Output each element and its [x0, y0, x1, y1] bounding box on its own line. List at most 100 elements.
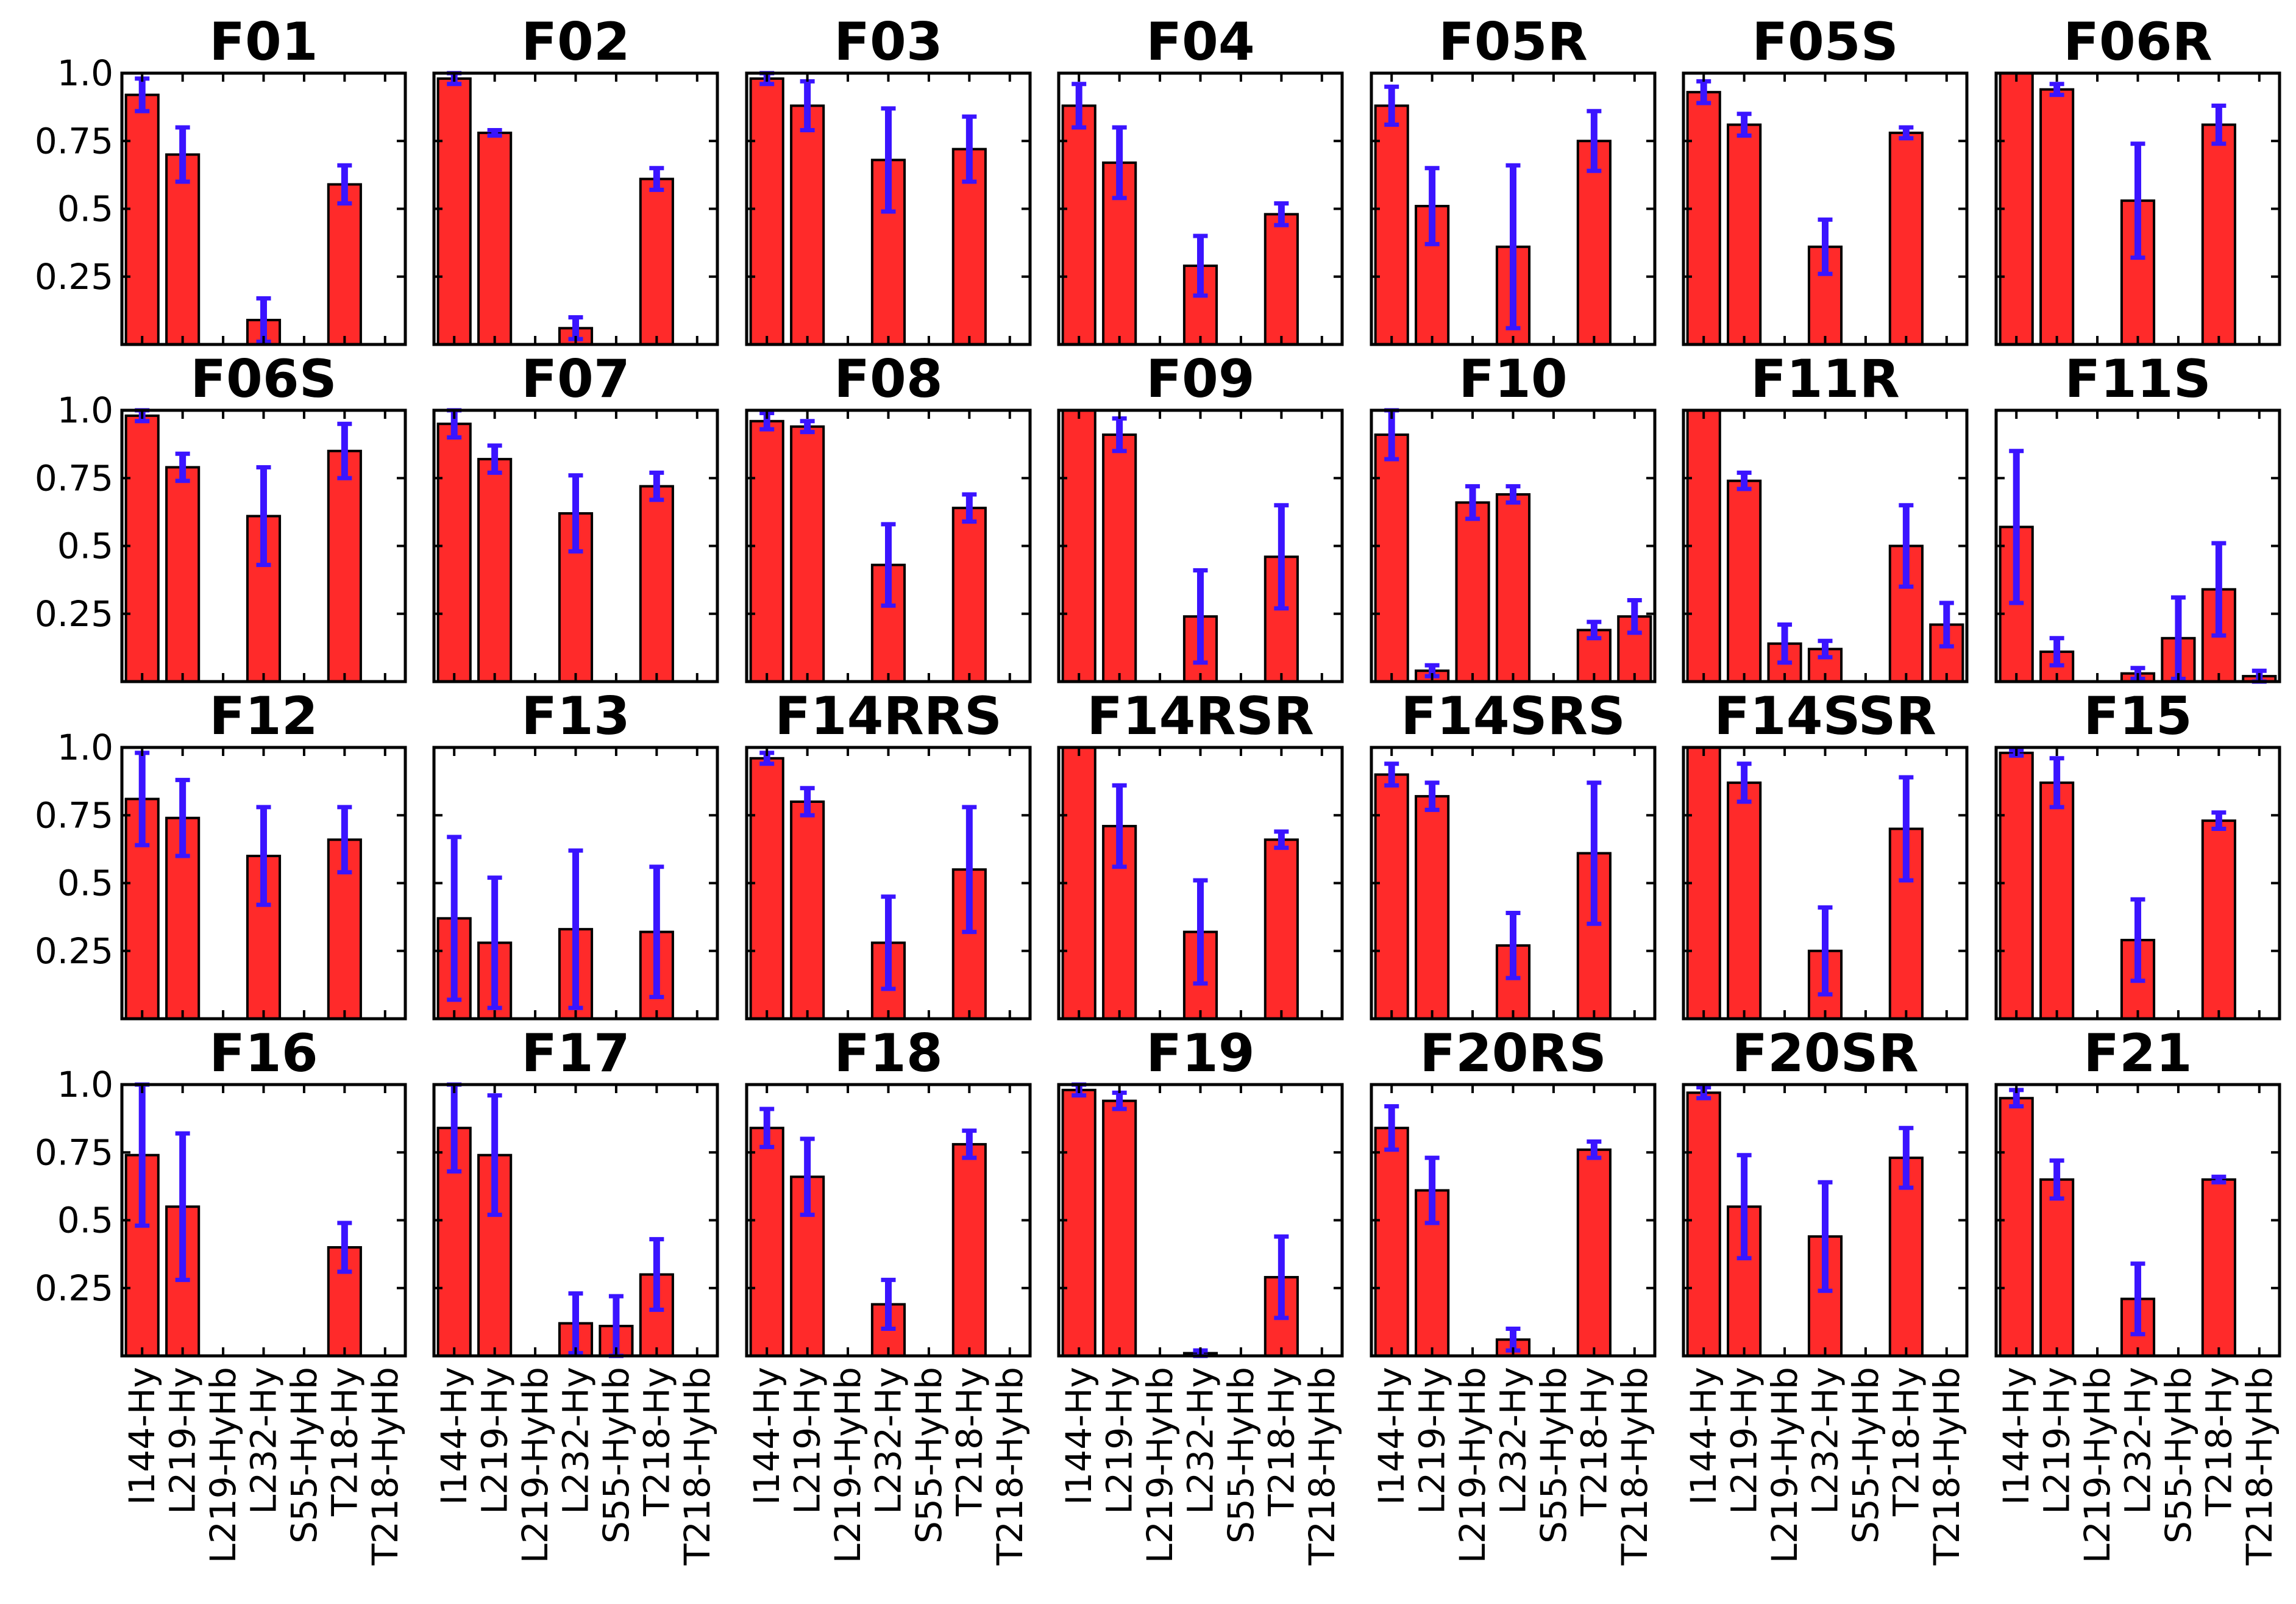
x-category-label: I144-Hy — [433, 1367, 475, 1505]
panel-F06S: F06S 0.25 0.5 0.75 1.0 — [35, 349, 407, 683]
panel-title: F20RS — [1420, 1023, 1607, 1084]
panel-title: F01 — [209, 12, 318, 73]
x-category-label: T218-HyHb — [1301, 1367, 1343, 1566]
bar-T218-Hy — [951, 507, 987, 683]
x-category-label: I144-Hy — [1371, 1367, 1412, 1505]
panel-F11S: F11S — [1994, 349, 2281, 684]
x-category-label: T218-Hy — [1260, 1367, 1302, 1517]
bar-I144-Hy — [1061, 746, 1096, 1020]
bar-T218-Hy — [327, 449, 362, 683]
bar-L219-Hy — [1102, 433, 1137, 683]
bar-T218-Hy — [2201, 819, 2236, 1021]
y-tick-label: 0.75 — [35, 120, 113, 162]
bar-T218-Hy — [1264, 213, 1299, 346]
panel-title: F20SR — [1732, 1023, 1919, 1084]
bar-I144-Hy — [749, 419, 784, 683]
x-category-label: T218-HyHb — [989, 1367, 1031, 1566]
panel-F20SR: F20SR I144-HyL219-HyL219-HyHbL232-HyS55-H… — [1682, 1023, 1969, 1566]
bar-L219-Hy — [1727, 479, 1762, 683]
panel-title: F21 — [2083, 1023, 2192, 1084]
bar-I144-Hy — [1686, 746, 1721, 1020]
x-category-label: S55-HyHb — [595, 1367, 637, 1544]
y-tick-label: 1.0 — [57, 727, 113, 768]
x-category-label: L232-Hy — [1180, 1367, 1221, 1514]
panel-frame — [432, 71, 719, 346]
x-category-label: L219-HyHb — [1452, 1367, 1493, 1563]
panel-F16: F16 0.25 0.5 0.75 1.0 I144-HyL219-HyL219-HyHb… — [35, 1023, 407, 1566]
bar-L219-Hy — [477, 458, 513, 683]
bar-I144-Hy — [124, 414, 160, 683]
x-category-label: T218-Hy — [948, 1367, 990, 1517]
panel-F15: F15 — [1994, 686, 2281, 1021]
y-tick-label: 0.25 — [35, 593, 113, 635]
x-category-label: T218-HyHb — [677, 1367, 718, 1566]
y-tick-label: 0.25 — [35, 256, 113, 298]
x-category-label: L219-HyHb — [202, 1367, 244, 1563]
panel-F14RRS: F14RRS — [745, 686, 1032, 1021]
x-category-label: I144-Hy — [1683, 1367, 1724, 1505]
x-category-label: S55-HyHb — [2158, 1367, 2199, 1544]
bar-I144-Hy — [1686, 1091, 1721, 1357]
panel-title: F19 — [1146, 1023, 1254, 1084]
bar-I144-Hy — [1061, 1088, 1096, 1358]
panel-F20RS: F20RS I144-HyL219-HyL219-HyHbL232-HyS55-H… — [1370, 1023, 1657, 1566]
panel-F18: F18 I144-HyL219-HyL219-HyHbL232-HyS55-HyH… — [745, 1023, 1032, 1566]
panel-frame — [1057, 1083, 1344, 1358]
bar-I144-Hy — [1686, 409, 1721, 683]
panel-title: F14RRS — [775, 686, 1002, 747]
bar-T218-Hy — [1888, 131, 1924, 346]
bar-I144-Hy — [1999, 72, 2034, 346]
bar-L219-Hy — [2039, 781, 2075, 1020]
panel-frame — [120, 1083, 407, 1358]
x-category-label: I144-Hy — [121, 1367, 163, 1505]
bar-T218-Hy — [2201, 1178, 2236, 1357]
x-category-label: I144-Hy — [1996, 1367, 2037, 1505]
panel-frame — [1370, 1083, 1657, 1358]
panel-F07: F07 — [432, 349, 719, 683]
bar-L219-Hy — [1415, 795, 1450, 1020]
x-category-label: I144-Hy — [746, 1367, 787, 1505]
panel-title: F03 — [834, 12, 942, 73]
panel-title: F14SRS — [1401, 686, 1626, 747]
bar-I144-Hy — [1061, 409, 1096, 683]
y-tick-label: 1.0 — [57, 52, 113, 94]
x-category-label: L232-Hy — [1493, 1367, 1534, 1514]
x-category-label: T218-Hy — [324, 1367, 365, 1517]
bar-T218-Hy — [639, 177, 674, 346]
x-category-label: S55-HyHb — [1845, 1367, 1886, 1544]
panel-frame — [1994, 408, 2281, 683]
bar-L219-Hy — [165, 466, 201, 683]
bar-I144-Hy — [436, 422, 472, 683]
bar-I144-Hy — [749, 757, 784, 1021]
bar-T218-Hy — [1576, 1148, 1612, 1358]
x-category-label: L219-HyHb — [827, 1367, 869, 1563]
y-tick-label: 0.75 — [35, 794, 113, 836]
y-tick-label: 0.5 — [57, 1200, 113, 1241]
bar-L219-Hy — [2039, 88, 2075, 346]
x-category-label: L219-Hy — [162, 1367, 204, 1514]
x-category-label: L219-Hy — [1099, 1367, 1140, 1514]
x-category-label: L219-Hy — [787, 1367, 828, 1514]
panel-F05S: F05S — [1682, 12, 1969, 346]
x-category-label: L219-HyHb — [1764, 1367, 1805, 1563]
x-category-label: S55-HyHb — [908, 1367, 950, 1544]
bar-T218-Hy — [327, 183, 362, 346]
y-tick-label: 0.5 — [57, 863, 113, 904]
x-category-label: L219-Hy — [1412, 1367, 1453, 1514]
x-category-label: L219-Hy — [474, 1367, 516, 1514]
bar-I144-Hy — [436, 77, 472, 346]
x-category-label: I144-Hy — [1058, 1367, 1100, 1505]
panel-F02: F02 — [432, 12, 719, 346]
panel-title: F14SSR — [1714, 686, 1936, 747]
bar-T218-Hy — [1264, 838, 1299, 1021]
panel-F04: F04 — [1057, 12, 1344, 346]
x-category-label: L232-Hy — [555, 1367, 597, 1514]
x-category-label: S55-HyHb — [1220, 1367, 1262, 1544]
bar-L219-HyHb — [1455, 501, 1490, 683]
panel-F14SRS: F14SRS — [1370, 686, 1657, 1021]
panel-F08: F08 — [745, 349, 1032, 683]
x-category-label: L232-Hy — [243, 1367, 285, 1514]
panel-title: F16 — [209, 1023, 318, 1084]
x-category-label: T218-HyHb — [1926, 1367, 1967, 1566]
